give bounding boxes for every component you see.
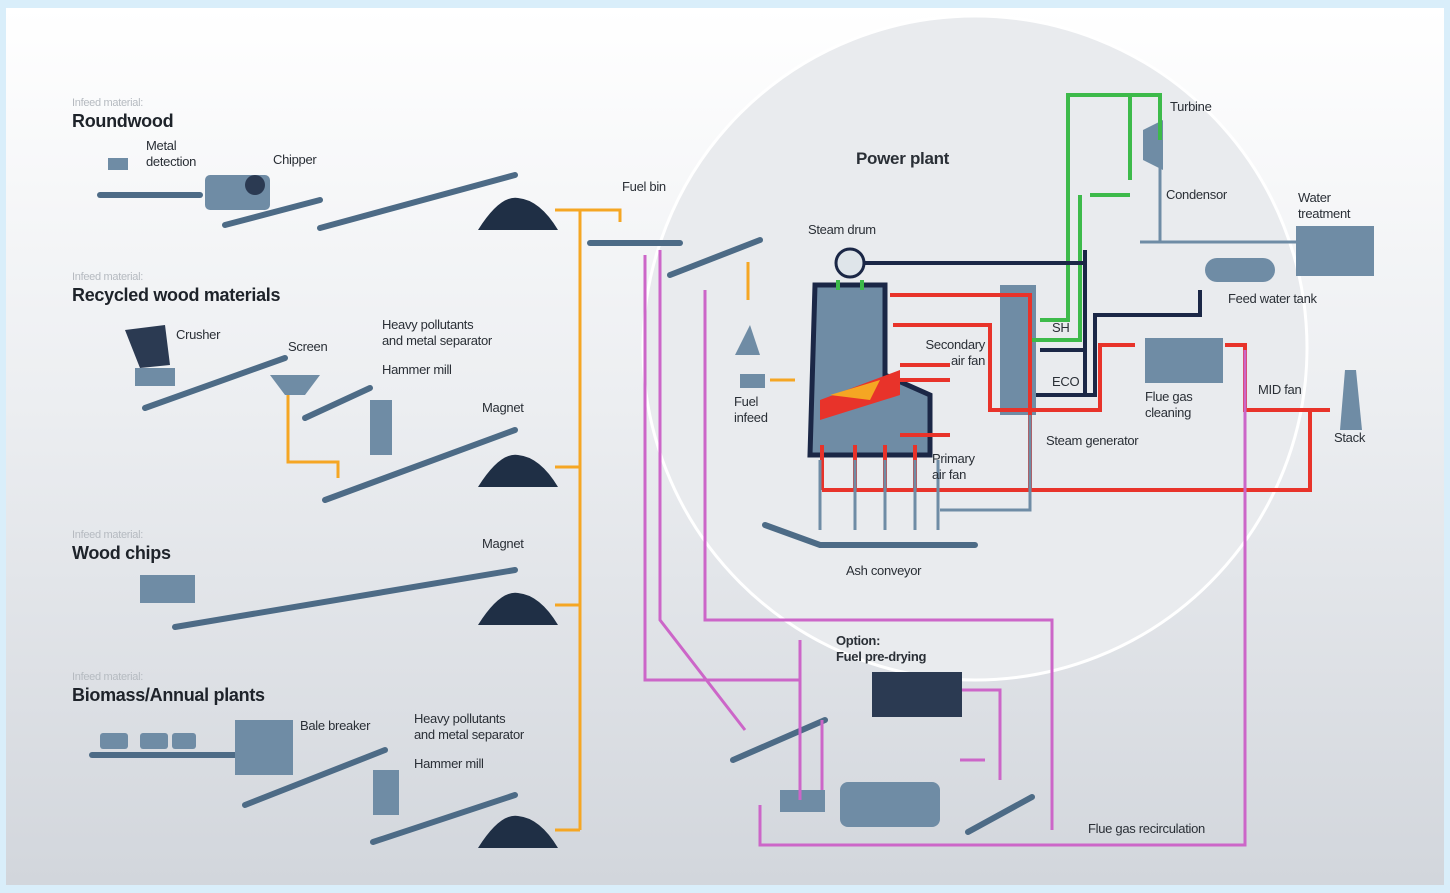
- diagram: Infeed material: Roundwood Infeed materi…: [0, 0, 1450, 893]
- label: Metal: [146, 138, 177, 153]
- label: infeed: [734, 410, 768, 425]
- label: Magnet: [482, 536, 524, 551]
- label: Fuel pre-drying: [836, 649, 926, 664]
- label: Feed water tank: [1228, 291, 1318, 306]
- label: Fuel bin: [622, 179, 666, 194]
- machines: [235, 720, 293, 775]
- label: treatment: [1298, 206, 1351, 221]
- label: air fan: [932, 467, 966, 482]
- boiler: [872, 672, 962, 717]
- machines: [373, 770, 399, 815]
- section-label: Infeed material:: [72, 529, 143, 541]
- label: Flue gas: [1145, 389, 1193, 404]
- machines: [172, 733, 196, 749]
- machines: [140, 575, 195, 603]
- machines: [135, 368, 175, 386]
- label: air fan: [951, 353, 985, 368]
- boiler: [1145, 338, 1223, 383]
- label: Hammer mill: [414, 756, 484, 771]
- label: Screen: [288, 339, 327, 354]
- label: Primary: [932, 451, 975, 466]
- label: Steam drum: [808, 222, 876, 237]
- machines: [740, 374, 765, 388]
- section-title: Wood chips: [72, 543, 171, 563]
- machines: [100, 733, 128, 749]
- machines: [370, 400, 392, 455]
- label: Chipper: [273, 152, 317, 167]
- label: cleaning: [1145, 405, 1191, 420]
- boiler: [836, 249, 864, 277]
- label: Condensor: [1166, 187, 1228, 202]
- label: Power plant: [856, 149, 950, 168]
- machines: [140, 733, 168, 749]
- section-title: Biomass/Annual plants: [72, 685, 265, 705]
- label: Flue gas recirculation: [1088, 821, 1205, 836]
- boiler: [780, 790, 825, 812]
- label: ECO: [1052, 374, 1079, 389]
- label: SH: [1052, 320, 1069, 335]
- label: Crusher: [176, 327, 221, 342]
- section-label: Infeed material:: [72, 97, 143, 109]
- label: Fuel: [734, 394, 759, 409]
- boiler: [1296, 226, 1374, 276]
- label: Water: [1298, 190, 1332, 205]
- label: and metal separator: [382, 333, 493, 348]
- boiler: [840, 782, 940, 827]
- machines: [108, 158, 128, 170]
- label: Heavy pollutants: [414, 711, 506, 726]
- label: Ash conveyor: [846, 563, 922, 578]
- section-title: Roundwood: [72, 111, 173, 131]
- section-title: Recycled wood materials: [72, 285, 280, 305]
- section-label: Infeed material:: [72, 671, 143, 683]
- label: and metal separator: [414, 727, 525, 742]
- label: Option:: [836, 633, 880, 648]
- section-label: Infeed material:: [72, 271, 143, 283]
- machines: [245, 175, 265, 195]
- label: Stack: [1334, 430, 1366, 445]
- label: Heavy pollutants: [382, 317, 474, 332]
- label: detection: [146, 154, 196, 169]
- label: Hammer mill: [382, 362, 452, 377]
- page: Infeed material: Roundwood Infeed materi…: [0, 0, 1450, 893]
- label: Secondary: [926, 337, 986, 352]
- label: Magnet: [482, 400, 524, 415]
- label: MID fan: [1258, 382, 1301, 397]
- label: Steam generator: [1046, 433, 1139, 448]
- label: Bale breaker: [300, 718, 371, 733]
- boiler: [1205, 258, 1275, 282]
- label: Turbine: [1170, 99, 1212, 114]
